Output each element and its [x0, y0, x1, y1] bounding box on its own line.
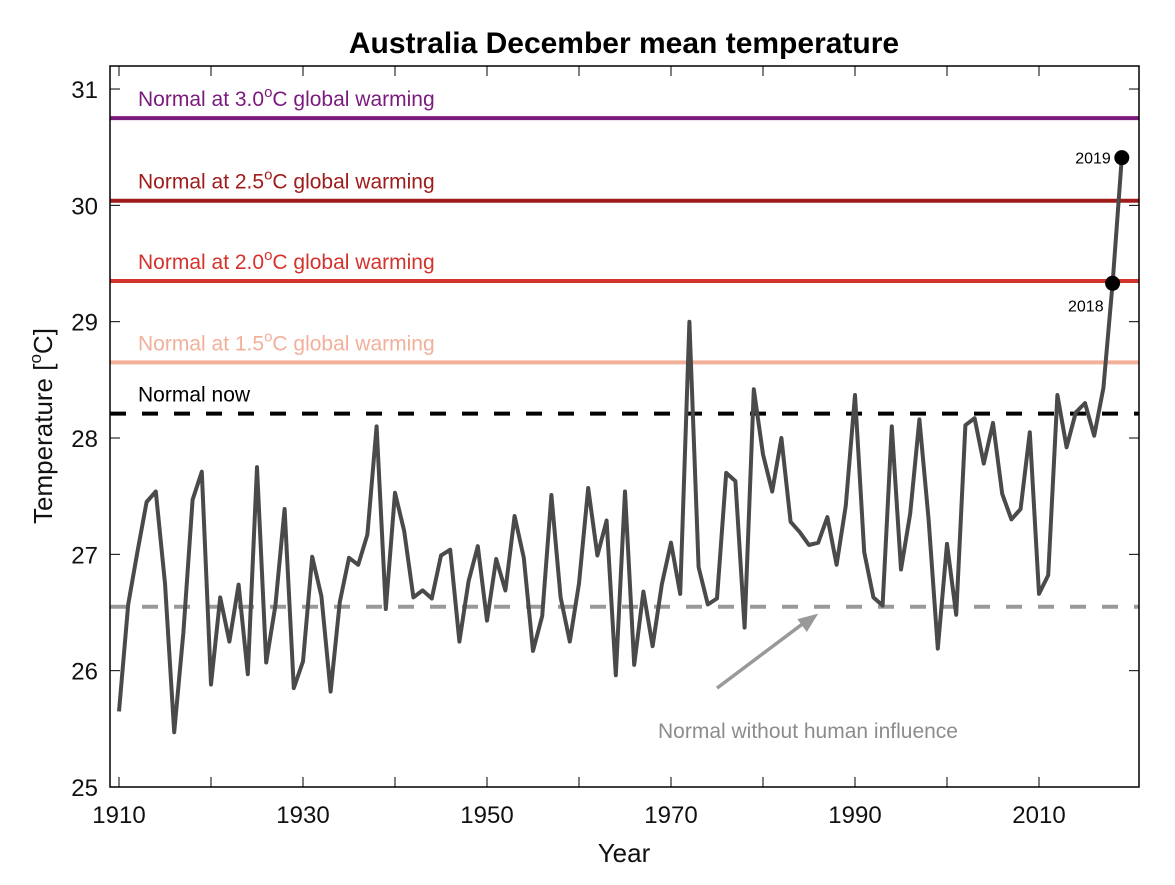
reference-label-normal-1p5: Normal at 1.5oC global warming	[138, 328, 435, 355]
series-layer	[117, 157, 1124, 735]
y-tick-label-29: 29	[71, 310, 98, 337]
highlight-point-2019	[1114, 150, 1130, 166]
highlight-label-2019: 2019	[1075, 151, 1111, 168]
y-axis-label-pre: Temperature [	[28, 363, 58, 524]
reference-label-normal-now: Normal now	[138, 384, 251, 407]
highlight-label-2018: 2018	[1068, 298, 1104, 315]
x-tick-label-1990: 1990	[828, 802, 881, 829]
y-tick-label-31: 31	[71, 77, 98, 104]
annotation-layer: Normal without human influence	[658, 613, 958, 743]
x-tick-label-2010: 2010	[1012, 802, 1065, 829]
y-axis-label: Temperature [oC]	[26, 328, 58, 524]
x-tick-label-1970: 1970	[644, 802, 697, 829]
y-axis-label-post: C]	[28, 328, 58, 354]
reference-label-normal-2p5: Normal at 2.5oC global warming	[138, 167, 435, 194]
y-tick-label-25: 25	[71, 775, 98, 802]
y-tick-label-28: 28	[71, 426, 98, 453]
x-axis-label: Year	[598, 838, 651, 868]
reference-label-normal-3p0: Normal at 3.0oC global warming	[138, 84, 435, 111]
series-line	[117, 157, 1124, 735]
y-axis: 25 26 27 28 29 30 31	[71, 77, 1139, 802]
x-axis: 1910 1930 1950 1970 1990 2010	[92, 66, 1066, 829]
x-tick-label-1910: 1910	[92, 802, 145, 829]
annotation-arrow-head	[797, 613, 819, 632]
highlighted-points: 2018 2019	[1068, 150, 1130, 315]
chart-title: Australia December mean temperature	[349, 27, 899, 60]
reference-labels: Normal at 3.0oC global warming Normal at …	[138, 84, 435, 406]
y-tick-label-30: 30	[71, 193, 98, 220]
x-tick-label-1950: 1950	[460, 802, 513, 829]
y-axis-label-sup: o	[26, 354, 45, 363]
x-tick-label-1930: 1930	[276, 802, 329, 829]
reference-label-normal-2p0: Normal at 2.0oC global warming	[138, 247, 435, 274]
annotation-arrow-shaft	[715, 618, 810, 690]
plot-frame	[109, 65, 1140, 788]
y-tick-label-27: 27	[71, 542, 98, 569]
highlight-point-2018	[1105, 275, 1121, 291]
reference-lines	[110, 116, 1139, 609]
annotation-label: Normal without human influence	[658, 720, 958, 743]
y-tick-label-26: 26	[71, 659, 98, 686]
